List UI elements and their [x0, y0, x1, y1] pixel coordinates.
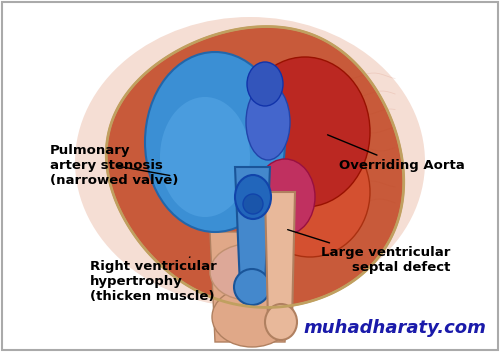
Text: Right ventricular
hypertrophy
(thicken muscle): Right ventricular hypertrophy (thicken m… [90, 257, 217, 303]
Ellipse shape [75, 17, 425, 307]
Polygon shape [265, 192, 295, 322]
Text: muhadharaty.com: muhadharaty.com [304, 319, 486, 337]
Ellipse shape [160, 97, 250, 217]
Polygon shape [210, 232, 240, 342]
Ellipse shape [255, 159, 315, 235]
Ellipse shape [250, 127, 370, 257]
Text: Pulmonary
artery stenosis
(narrowed valve): Pulmonary artery stenosis (narrowed valv… [50, 144, 178, 187]
Text: Large ventricular
septal defect: Large ventricular septal defect [288, 230, 450, 275]
Ellipse shape [210, 244, 286, 300]
Polygon shape [235, 167, 270, 287]
Ellipse shape [247, 62, 283, 106]
Ellipse shape [234, 269, 270, 305]
Polygon shape [106, 26, 404, 307]
Ellipse shape [145, 52, 285, 232]
Ellipse shape [265, 304, 297, 340]
Polygon shape [255, 232, 290, 342]
Ellipse shape [246, 84, 290, 160]
Ellipse shape [235, 175, 271, 219]
Ellipse shape [243, 194, 263, 214]
Ellipse shape [240, 57, 370, 207]
Ellipse shape [212, 287, 292, 347]
Text: Overriding Aorta: Overriding Aorta [328, 135, 465, 172]
